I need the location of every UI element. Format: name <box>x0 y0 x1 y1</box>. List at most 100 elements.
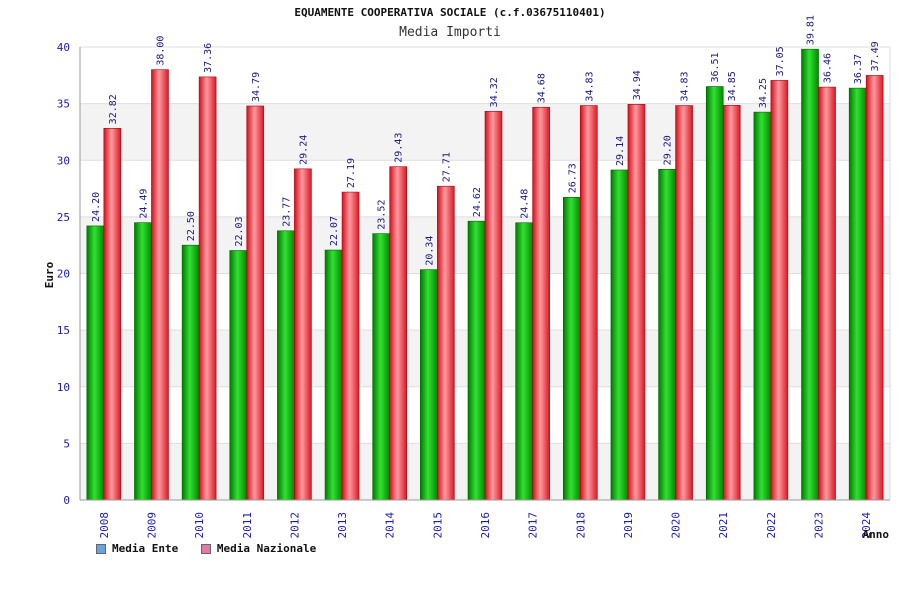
y-tick-label: 10 <box>57 381 70 394</box>
x-tick-label: 2015 <box>431 512 444 539</box>
data-label-ente-2015: 20.34 <box>424 236 435 266</box>
data-label-ente-2013: 22.07 <box>329 216 340 246</box>
y-tick-label: 25 <box>57 211 70 224</box>
bar-ente-2012 <box>277 230 295 501</box>
bar-nazionale-2015 <box>437 185 455 501</box>
x-tick-label: 2020 <box>670 512 683 539</box>
axes <box>79 47 891 501</box>
data-label-nazionale-2016: 34.32 <box>489 77 500 107</box>
data-label-ente-2022: 34.25 <box>758 78 769 108</box>
data-label-nazionale-2019: 34.94 <box>632 70 643 100</box>
data-label-ente-2017: 24.48 <box>520 189 531 219</box>
data-label-ente-2011: 22.03 <box>234 216 245 246</box>
legend-label-nazionale: Media Nazionale <box>216 542 317 555</box>
x-tick-label: 2013 <box>336 512 349 539</box>
bar-nazionale-2011 <box>246 105 265 501</box>
bar-nazionale-2009 <box>151 69 169 501</box>
bar-ente-2019 <box>610 169 629 501</box>
bars <box>86 48 884 501</box>
data-label-nazionale-2011: 34.79 <box>251 72 262 102</box>
bar-ente-2016 <box>467 220 486 501</box>
bar-ente-2014 <box>372 233 391 501</box>
x-tick-label: 2008 <box>98 512 111 539</box>
data-label-nazionale-2020: 34.83 <box>680 71 691 101</box>
data-label-nazionale-2024: 37.49 <box>870 41 881 71</box>
bar-nazionale-2024 <box>865 75 884 501</box>
legend-label-ente: Media Ente <box>112 542 179 555</box>
chart-title: EQUAMENTE COOPERATIVA SOCIALE (c.f.03675… <box>294 6 606 19</box>
legend-swatch-nazionale <box>200 544 211 554</box>
bar-ente-2024 <box>848 87 867 501</box>
data-label-nazionale-2010: 37.36 <box>203 43 214 73</box>
data-label-ente-2012: 23.77 <box>281 197 292 227</box>
legend-item-nazionale: Media Nazionale <box>200 542 317 555</box>
bar-ente-2021 <box>705 86 724 501</box>
data-label-ente-2018: 26.73 <box>567 163 578 193</box>
bar-ente-2022 <box>753 111 772 501</box>
y-tick-label: 5 <box>63 437 70 450</box>
chart-subtitle: Media Importi <box>399 25 501 40</box>
bar-nazionale-2016 <box>484 111 503 501</box>
bar-nazionale-2012 <box>294 168 312 501</box>
x-tick-label: 2017 <box>527 512 540 539</box>
x-tick-label: 2012 <box>288 512 301 539</box>
data-label-nazionale-2017: 34.68 <box>537 73 548 103</box>
x-tick-label: 2021 <box>717 512 730 539</box>
x-tick-label: 2010 <box>193 512 206 539</box>
x-tick-label: 2016 <box>479 512 492 539</box>
bar-nazionale-2014 <box>389 166 408 501</box>
legend-swatch-ente <box>96 544 106 554</box>
data-label-ente-2009: 24.49 <box>138 189 149 219</box>
bar-nazionale-2018 <box>579 105 598 501</box>
bar-ente-2009 <box>134 222 152 501</box>
bar-ente-2020 <box>658 169 676 501</box>
data-label-ente-2016: 24.62 <box>472 187 483 217</box>
data-label-ente-2024: 36.37 <box>853 54 864 84</box>
bar-ente-2023 <box>801 48 819 501</box>
y-tick-label: 15 <box>57 324 70 337</box>
bar-nazionale-2008 <box>103 128 122 501</box>
bar-nazionale-2019 <box>627 104 646 501</box>
x-tick-label: 2014 <box>384 512 397 539</box>
x-tick-label: 2018 <box>574 512 587 539</box>
bar-nazionale-2017 <box>532 106 550 501</box>
x-tick-label: 2011 <box>241 512 254 539</box>
bar-ente-2015 <box>420 269 438 501</box>
data-label-ente-2010: 22.50 <box>186 211 197 241</box>
data-label-nazionale-2008: 32.82 <box>108 94 119 124</box>
y-tick-label: 20 <box>57 268 70 281</box>
x-tick-label: 2023 <box>813 512 826 539</box>
x-tick-label: 2022 <box>765 512 778 539</box>
bar-nazionale-2022 <box>770 80 789 501</box>
x-tick-label: 2024 <box>860 512 873 539</box>
data-label-nazionale-2015: 27.71 <box>441 152 452 182</box>
bar-ente-2011 <box>229 250 248 501</box>
data-label-nazionale-2023: 36.46 <box>823 53 834 83</box>
data-label-ente-2008: 24.20 <box>91 192 102 222</box>
bar-ente-2017 <box>515 222 533 501</box>
legend: Media Ente Media Nazionale <box>96 542 332 555</box>
data-label-ente-2023: 39.81 <box>806 15 817 45</box>
data-label-ente-2014: 23.52 <box>377 200 388 230</box>
data-label-ente-2021: 36.51 <box>710 52 721 82</box>
x-tick-label: 2019 <box>622 512 635 539</box>
bar-nazionale-2020 <box>675 105 693 501</box>
x-axis-label: Anno <box>863 528 890 541</box>
data-label-ente-2019: 29.14 <box>615 136 626 166</box>
data-label-nazionale-2021: 34.85 <box>727 71 738 101</box>
bar-ente-2018 <box>562 196 581 501</box>
y-tick-label: 30 <box>57 154 70 167</box>
bar-ente-2008 <box>86 225 105 501</box>
y-axis-label: Euro <box>43 261 56 288</box>
bar-ente-2010 <box>181 244 200 501</box>
data-label-nazionale-2018: 34.83 <box>584 71 595 101</box>
legend-item-ente: Media Ente <box>96 542 178 555</box>
y-tick-label: 35 <box>57 98 70 111</box>
data-label-nazionale-2022: 37.05 <box>775 46 786 76</box>
labels: 0 5 10 15 20 25 30 35 40 24.20 32.82 2008 24.49 38.00… <box>43 15 889 541</box>
bar-nazionale-2021 <box>722 105 741 501</box>
y-tick-label: 40 <box>57 41 70 54</box>
bar-nazionale-2013 <box>341 191 360 501</box>
y-tick-label: 0 <box>63 494 70 507</box>
